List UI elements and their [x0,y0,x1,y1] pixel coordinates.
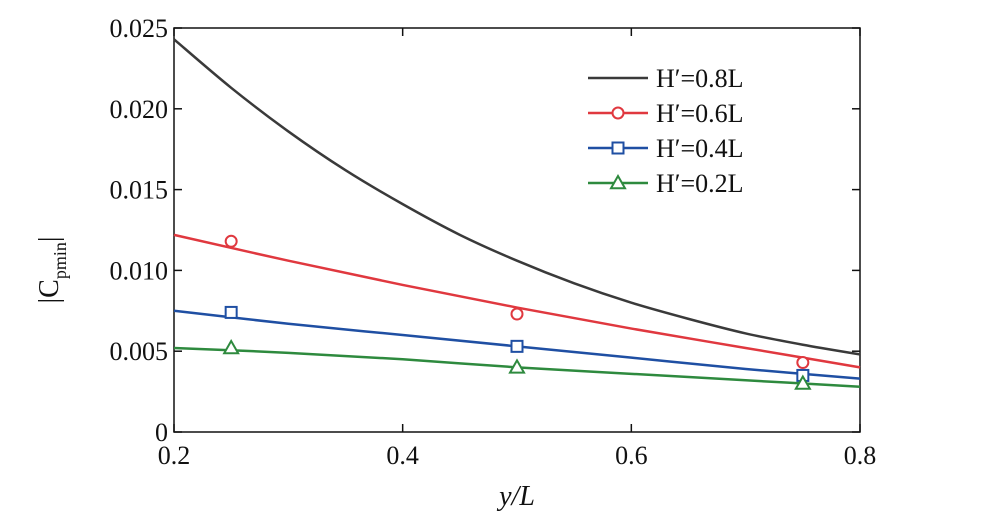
legend-label: H′=0.4L [656,134,744,163]
legend-marker-swatch [609,173,627,190]
data-point-marker [224,305,238,319]
legend-label: H′=0.8L [656,64,744,93]
y-tick-label: 0.020 [110,95,169,124]
legend-item: H′=0.8L [588,64,744,93]
legend-item: H′=0.2L [588,169,744,198]
x-axis-label: y/L [496,481,535,512]
data-point-marker [508,358,526,374]
legend-label: H′=0.6L [656,99,744,128]
data-point-marker [224,234,238,248]
y-tick-label: 0.005 [110,337,169,366]
legend-item: H′=0.4L [588,134,744,163]
series-3 [173,338,861,390]
plot-area-frame [173,27,861,433]
data-point-marker [796,356,810,370]
x-tick-label: 0.4 [386,441,419,470]
svg-text:|Cpmin|: |Cpmin| [34,237,70,304]
legend-item: H′=0.6L [588,99,744,128]
data-point-marker [510,339,524,353]
legend-label: H′=0.2L [656,169,744,198]
data-point-marker [222,338,240,355]
series-line [173,38,861,356]
legend: H′=0.8L H′=0.6L H′=0.4L H′=0.2L [588,64,744,198]
y-axis-label-subscript: pmin [50,242,70,279]
series-0 [173,38,861,356]
y-axis-label: |Cpmin| [34,237,70,304]
y-axis-label-end: | [34,237,65,243]
x-tick-label: 0.2 [158,441,191,470]
y-tick-label: 0.015 [110,176,169,205]
data-point-marker [794,374,812,390]
legend-marker-swatch [611,106,625,120]
data-point-marker [510,307,524,321]
y-tick-label: 0.025 [110,14,169,43]
y-axis-label-main: |C [34,279,65,303]
y-tick-label: 0.010 [110,256,169,285]
series-1 [173,233,861,370]
x-tick-label: 0.8 [844,441,877,470]
x-tick-label: 0.6 [615,441,648,470]
y-tick-label: 0 [155,418,168,447]
legend-marker-swatch [611,141,625,155]
